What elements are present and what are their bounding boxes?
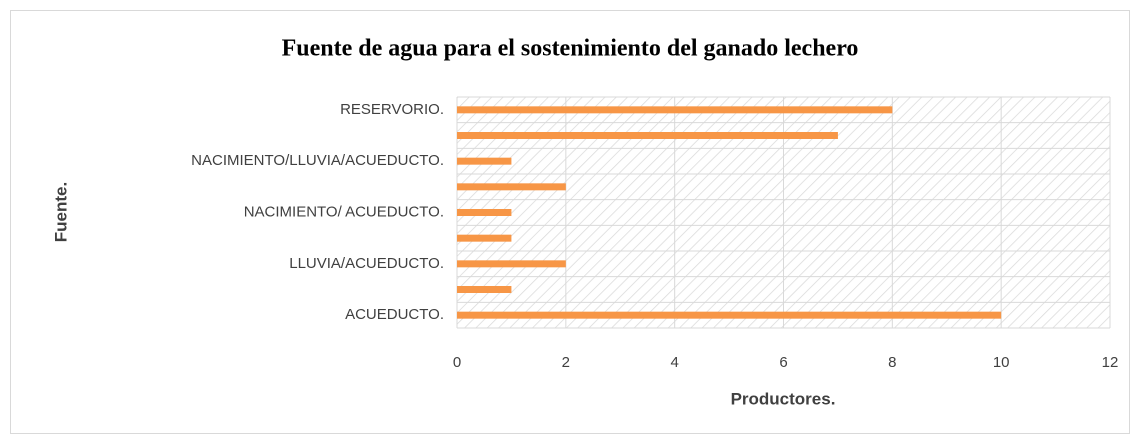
bar — [457, 234, 512, 242]
chart-title: Fuente de agua para el sostenimiento del… — [282, 36, 859, 62]
bar — [457, 286, 512, 293]
y-tick-label: NACIMIENTO/ ACUEDUCTO. — [244, 203, 444, 220]
x-tick-label: 0 — [453, 354, 461, 371]
y-tick-label: NACIMIENTO/LLUVIA/ACUEDUCTO. — [191, 152, 444, 169]
bar — [457, 106, 893, 114]
y-axis-title: Fuente. — [51, 182, 70, 242]
x-tick-label: 2 — [562, 354, 570, 371]
x-axis-title: Productores. — [731, 389, 836, 408]
bar — [457, 260, 566, 268]
x-tick-label: 6 — [779, 354, 787, 371]
bar — [457, 132, 838, 139]
bar — [457, 183, 566, 191]
x-tick-label: 8 — [888, 354, 896, 371]
bar — [457, 311, 1002, 319]
y-tick-label: LLUVIA/ACUEDUCTO. — [289, 255, 444, 272]
bar — [457, 209, 512, 216]
y-tick-label: RESERVORIO. — [340, 101, 444, 118]
y-tick-label: ACUEDUCTO. — [345, 306, 444, 323]
x-tick-label: 12 — [1102, 354, 1119, 371]
x-tick-label: 4 — [670, 354, 678, 371]
bar — [457, 157, 512, 165]
x-tick-label: 10 — [993, 354, 1010, 371]
